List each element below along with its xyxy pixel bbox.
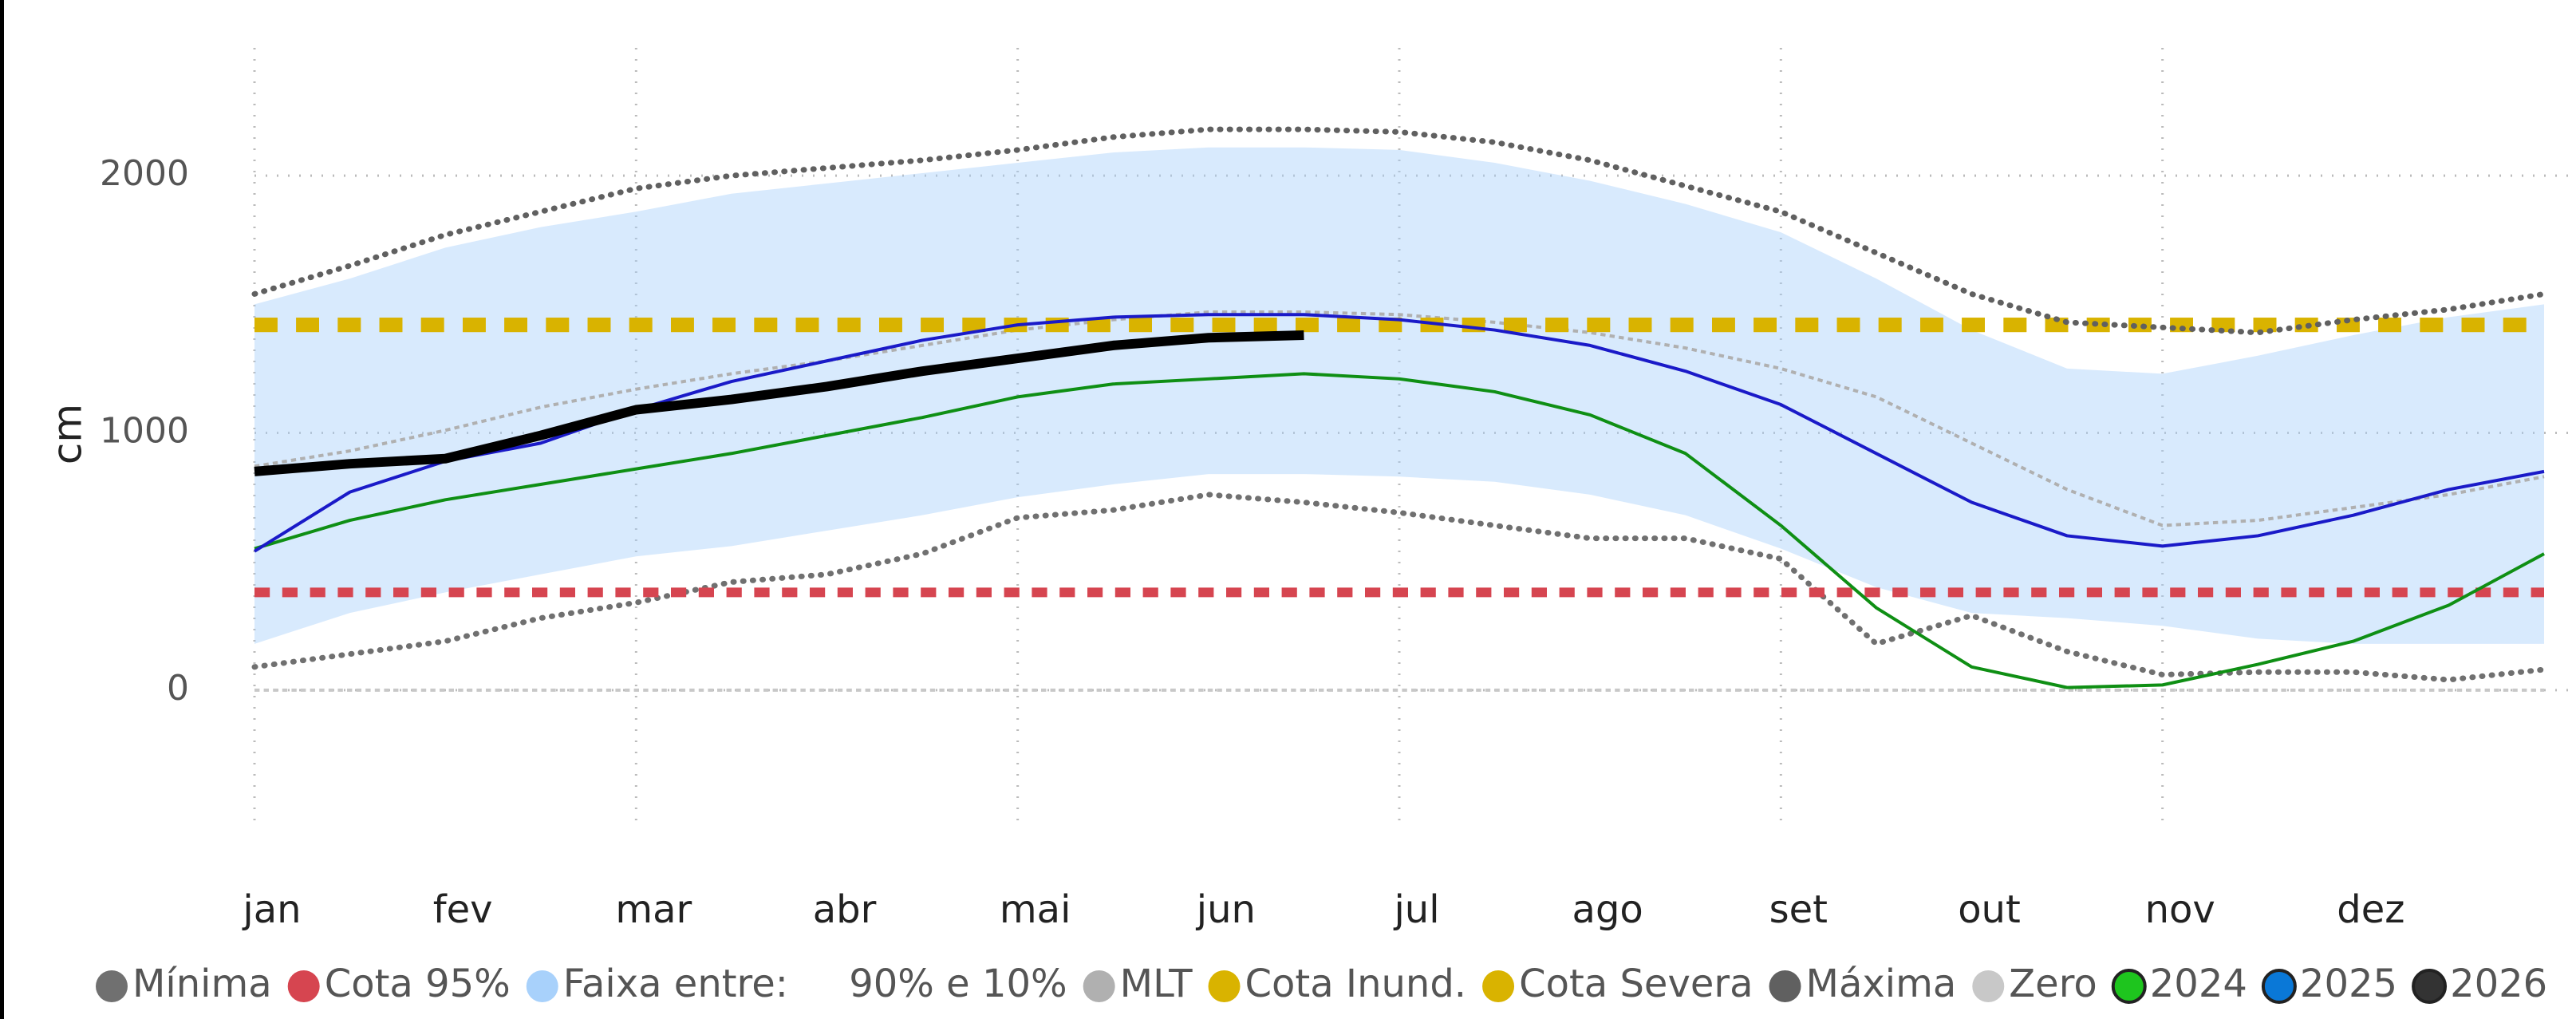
x-tick-label: ago xyxy=(1572,887,1643,932)
legend-marker xyxy=(1972,970,2005,1002)
x-tick-label: set xyxy=(1769,887,1828,932)
legend-marker xyxy=(1769,970,1801,1002)
x-tick-label: mar xyxy=(615,887,692,932)
series-line xyxy=(251,126,2547,336)
legend-label: 2024 xyxy=(2150,962,2247,1006)
legend-label: 2026 xyxy=(2450,962,2547,1006)
x-tick-label: mai xyxy=(1000,887,1071,932)
series-line xyxy=(254,372,2545,689)
legend-label: Cota Severa xyxy=(1519,962,1753,1006)
legend-label: Mínima xyxy=(132,962,272,1006)
series-line xyxy=(254,330,1304,476)
legend-label: Cota 95% xyxy=(325,962,511,1006)
legend-marker xyxy=(287,970,320,1002)
series-line xyxy=(251,492,2547,683)
y-tick-label: 2000 xyxy=(100,153,189,194)
legend-marker xyxy=(2261,969,2297,1004)
legend-marker xyxy=(1083,970,1115,1002)
y-axis-label: cm xyxy=(45,404,91,464)
legend-marker xyxy=(1208,970,1241,1002)
legend-marker xyxy=(2111,969,2147,1004)
legend-marker xyxy=(96,970,128,1002)
legend-label: Zero xyxy=(2009,962,2097,1006)
x-tick-label: out xyxy=(1958,887,2021,932)
legend-label: Faixa entre: 90% e 10% xyxy=(563,962,1067,1006)
frame-edge xyxy=(0,0,4,1019)
band-area xyxy=(254,147,2544,644)
x-tick-label: abr xyxy=(813,887,877,932)
legend-label: Cota Inund. xyxy=(1245,962,1467,1006)
x-tick-label: dez xyxy=(2337,887,2404,932)
series-line xyxy=(254,310,2545,527)
y-tick-label: 0 xyxy=(167,668,189,709)
y-tick-label: 1000 xyxy=(100,411,189,452)
legend-marker xyxy=(1482,970,1515,1002)
x-tick-label: nov xyxy=(2145,887,2215,932)
legend-marker xyxy=(2412,969,2448,1004)
x-tick-label: jan xyxy=(242,887,301,932)
legend-label: 2025 xyxy=(2300,962,2397,1006)
legend-marker xyxy=(526,970,558,1002)
x-tick-label: jun xyxy=(1196,887,1256,932)
legend-label: MLT xyxy=(1120,962,1193,1006)
x-tick-label: jul xyxy=(1393,887,1439,932)
x-tick-label: fev xyxy=(433,887,493,932)
legend-label: Máxima xyxy=(1806,962,1957,1006)
